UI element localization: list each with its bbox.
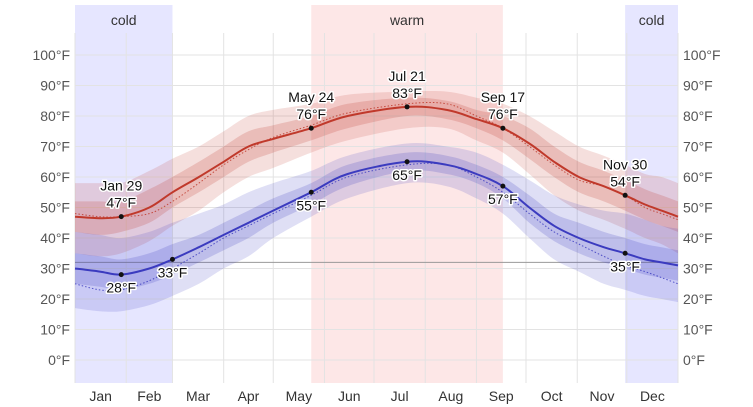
annotation-value-1: 76°F — [296, 106, 326, 122]
grid-lines — [74, 33, 679, 383]
season-band-2 — [625, 5, 678, 383]
annotation-value-0: 47°F — [106, 195, 136, 211]
y-tick-right-2: 20°F — [683, 291, 713, 307]
annotation-point-4 — [622, 192, 628, 198]
y-tick-left-8: 80°F — [40, 108, 70, 124]
season-bands: cold warm cold — [75, 5, 678, 383]
y-tick-right-6: 60°F — [683, 169, 713, 185]
month-label-nov: Nov — [590, 388, 615, 404]
y-tick-left-3: 30°F — [40, 261, 70, 277]
y-tick-left-0: 0°F — [48, 352, 70, 368]
series-0-inner-band — [75, 97, 678, 235]
month-label-aug: Aug — [438, 388, 463, 404]
annotation-date-1: May 24 — [288, 89, 334, 105]
annotation-value-2: 83°F — [392, 85, 422, 101]
month-label-apr: Apr — [238, 388, 260, 404]
y-tick-left-4: 40°F — [40, 230, 70, 246]
season-band-0 — [75, 5, 173, 383]
season-label-0: cold — [111, 12, 137, 28]
y-tick-right-4: 40°F — [683, 230, 713, 246]
axes: 0°F 0°F 10°F 10°F 20°F 20°F 30°F 30°F 40°F 40°F 50… — [32, 47, 720, 404]
month-label-feb: Feb — [137, 388, 161, 404]
annotation-point-10 — [622, 250, 628, 256]
y-tick-left-7: 70°F — [40, 139, 70, 155]
annotation-point-1 — [308, 125, 314, 131]
y-tick-right-7: 70°F — [683, 139, 713, 155]
annotation-value-9: 57°F — [488, 191, 518, 207]
annotation-point-9 — [500, 183, 506, 189]
month-label-jan: Jan — [89, 388, 112, 404]
annotation-value-5: 28°F — [106, 280, 136, 296]
annotation-point-3 — [500, 125, 506, 131]
y-tick-right-9: 90°F — [683, 78, 713, 94]
season-label-1: warm — [389, 12, 424, 28]
percentile-bands — [75, 91, 678, 312]
annotation-point-5 — [118, 272, 124, 278]
month-label-oct: Oct — [541, 388, 563, 404]
season-label-2: cold — [639, 12, 665, 28]
y-tick-right-3: 30°F — [683, 261, 713, 277]
y-tick-right-1: 10°F — [683, 322, 713, 338]
y-tick-right-0: 0°F — [683, 352, 705, 368]
annotation-point-6 — [169, 256, 175, 262]
month-label-may: May — [286, 388, 312, 404]
season-band-1 — [311, 5, 503, 383]
annotation-value-10: 35°F — [610, 258, 640, 274]
y-tick-left-2: 20°F — [40, 291, 70, 307]
month-label-jun: Jun — [338, 388, 361, 404]
y-tick-left-10: 100°F — [32, 47, 70, 63]
month-label-mar: Mar — [186, 388, 210, 404]
month-label-sep: Sep — [489, 388, 514, 404]
y-tick-left-9: 90°F — [40, 78, 70, 94]
series-1-dotted-line — [74, 162, 679, 292]
annotation-date-2: Jul 21 — [388, 68, 426, 84]
y-tick-right-5: 50°F — [683, 200, 713, 216]
annotation-value-6: 33°F — [158, 264, 188, 280]
annotation-point-0 — [118, 214, 124, 220]
annotation-value-4: 54°F — [610, 173, 640, 189]
annotation-date-0: Jan 29 — [100, 178, 142, 194]
series-1-inner-band — [75, 152, 678, 290]
annotation-value-7: 55°F — [296, 197, 326, 213]
annotation-value-3: 76°F — [488, 106, 518, 122]
annotation-point-8 — [404, 159, 410, 165]
annotation-value-8: 65°F — [392, 167, 422, 183]
series-0-outer-band — [75, 91, 678, 257]
y-tick-left-6: 60°F — [40, 169, 70, 185]
y-tick-left-1: 10°F — [40, 322, 70, 338]
annotation-point-2 — [404, 104, 410, 110]
month-label-dec: Dec — [640, 388, 665, 404]
y-tick-left-5: 50°F — [40, 200, 70, 216]
y-tick-right-10: 100°F — [683, 47, 721, 63]
annotation-date-4: Nov 30 — [603, 156, 648, 172]
annotation-date-3: Sep 17 — [481, 89, 526, 105]
annotation-point-7 — [308, 189, 314, 195]
series-1-outer-band — [75, 143, 678, 312]
month-label-jul: Jul — [391, 388, 409, 404]
y-tick-right-8: 80°F — [683, 108, 713, 124]
